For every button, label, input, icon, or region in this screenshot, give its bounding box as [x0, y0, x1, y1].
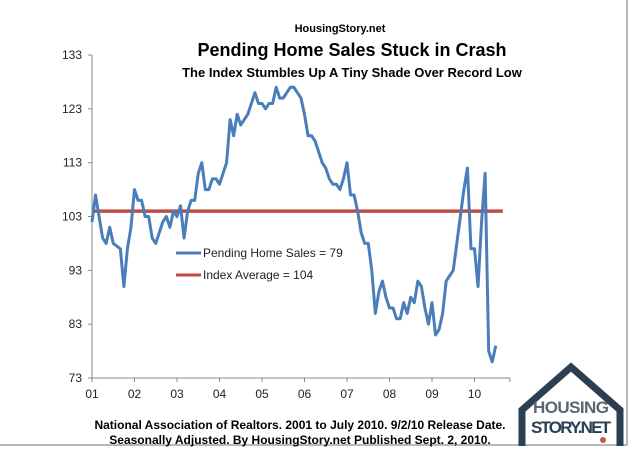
- legend: Pending Home Sales = 79 Index Average = …: [176, 246, 343, 282]
- chart-title: Pending Home Sales Stuck in Crash: [197, 40, 506, 60]
- y-tick-label: 103: [62, 210, 82, 224]
- chart-subtitle: The Index Stumbles Up A Tiny Shade Over …: [182, 65, 523, 80]
- x-tick-label: 04: [213, 387, 227, 401]
- x-tick-label: 05: [255, 387, 269, 401]
- x-tick-label: 03: [170, 387, 184, 401]
- x-tick-label: 10: [468, 387, 482, 401]
- site-label: HousingStory.net: [295, 23, 386, 35]
- footer-note: Seasonally Adjusted. By HousingStory.net…: [109, 433, 490, 447]
- legend-label-pending: Pending Home Sales = 79: [203, 246, 343, 260]
- house-outline-icon: [518, 362, 624, 446]
- x-tick-label: 02: [128, 387, 142, 401]
- series-layer: [90, 85, 503, 364]
- footer-source: National Association of Realtors. 2001 t…: [94, 418, 505, 432]
- y-tick-label: 113: [63, 156, 82, 170]
- x-tick-label: 08: [383, 387, 397, 401]
- x-tick-label: 09: [425, 387, 439, 401]
- y-tick-label: 73: [69, 371, 83, 385]
- x-tick-label: 01: [85, 387, 99, 401]
- housingstory-logo: HOUSING STORY.NET: [518, 362, 624, 446]
- y-tick-label: 93: [69, 263, 83, 277]
- x-tick-label: 06: [298, 387, 312, 401]
- pending-home-sales-line: [90, 85, 498, 364]
- logo-text-1: HOUSING: [533, 398, 609, 417]
- x-tick-label: 07: [340, 387, 354, 401]
- flower-icon: [600, 437, 606, 443]
- chart-frame: [0, 0, 628, 446]
- legend-label-average: Index Average = 104: [203, 268, 314, 282]
- y-tick-label: 123: [62, 102, 82, 116]
- y-tick-label: 83: [69, 317, 83, 331]
- logo-text-2: STORY.NET: [531, 418, 612, 437]
- y-tick-label: 133: [62, 48, 82, 62]
